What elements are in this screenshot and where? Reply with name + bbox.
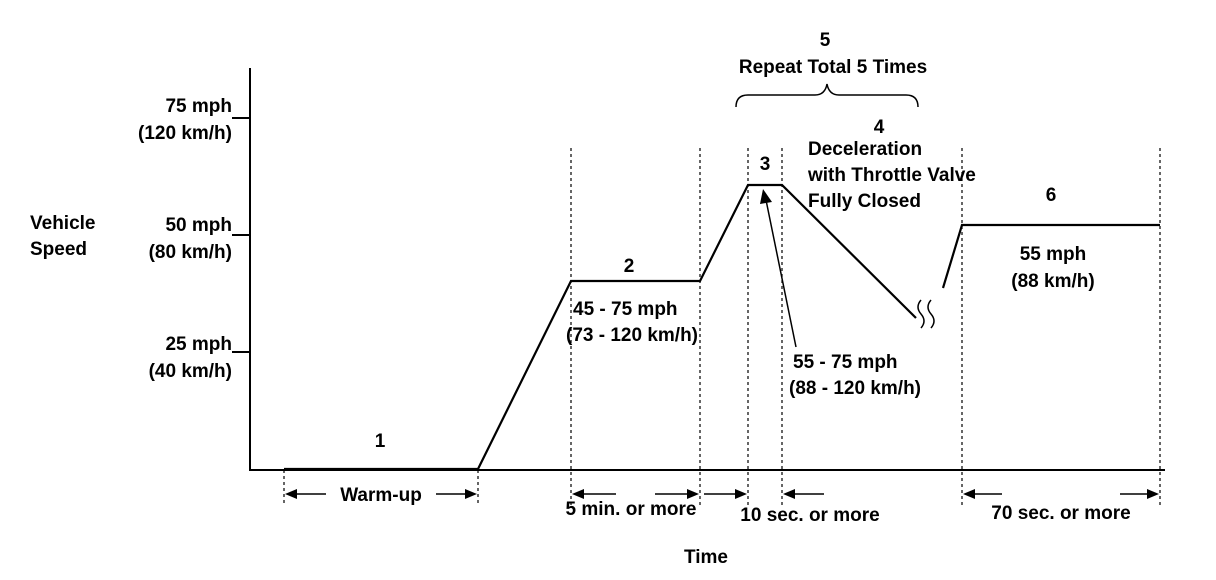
phase-4-desc-line2: with Throttle Valve xyxy=(807,165,976,186)
phase-2-speed-kmh: (73 - 120 km/h) xyxy=(566,325,698,346)
phase-6-duration-label: 70 sec. or more xyxy=(991,503,1130,524)
phase-6-number: 6 xyxy=(1046,185,1057,206)
phase-2-duration-label: 5 min. or more xyxy=(566,499,697,520)
y-tick-75-kmh: (120 km/h) xyxy=(138,123,232,144)
phase-2-number: 2 xyxy=(624,256,635,277)
repeat-brace xyxy=(735,83,919,108)
phase-3-pointer-arrowhead xyxy=(760,189,772,204)
phase-2-speed-mph: 45 - 75 mph xyxy=(573,299,678,320)
phase-5-number: 5 xyxy=(820,30,831,51)
phase-1-number: 1 xyxy=(375,431,386,452)
phase-6-arrowhead-left xyxy=(963,489,975,499)
x-axis-title: Time xyxy=(684,547,728,568)
phase-3-pointer-arrow xyxy=(765,199,797,348)
phase-3-arrowhead-right xyxy=(783,489,795,499)
phase-3-number: 3 xyxy=(760,154,771,175)
phase-6-arrowhead-right xyxy=(1147,489,1159,499)
y-tick-50-kmh: (80 km/h) xyxy=(149,242,232,263)
phase-2-arrowhead-right xyxy=(687,489,699,499)
speed-trace-phase6 xyxy=(941,223,1160,289)
phase-6-speed-kmh: (88 km/h) xyxy=(1011,271,1094,292)
y-axis-title-line2: Speed xyxy=(30,239,87,260)
phase-3-duration-label: 10 sec. or more xyxy=(740,505,879,526)
phase-4-number: 4 xyxy=(874,117,885,138)
speed-trace xyxy=(284,183,917,471)
phase-6-speed-mph: 55 mph xyxy=(1020,244,1087,265)
phase-5-label: Repeat Total 5 Times xyxy=(739,57,927,78)
phase-4-desc-line3: Fully Closed xyxy=(808,191,921,212)
phase-3-speed-kmh: (88 - 120 km/h) xyxy=(789,378,921,399)
phase-3-arrowhead-left xyxy=(735,489,747,499)
warmup-duration-label: Warm-up xyxy=(340,485,422,506)
y-tick-25-mph: 25 mph xyxy=(165,334,232,355)
y-axis-title-line1: Vehicle xyxy=(30,213,96,234)
break-squiggle-left xyxy=(917,299,925,329)
y-tick-50-mph: 50 mph xyxy=(165,215,232,236)
warmup-arrowhead-left xyxy=(285,489,297,499)
phase-2-arrowhead-left xyxy=(572,489,584,499)
warmup-arrowhead-right xyxy=(465,489,477,499)
phase-4-desc-line1: Deceleration xyxy=(808,139,922,160)
phase-3-speed-mph: 55 - 75 mph xyxy=(793,352,898,373)
y-tick-25-kmh: (40 km/h) xyxy=(149,361,232,382)
break-squiggle-right xyxy=(927,299,935,329)
y-tick-75-mph: 75 mph xyxy=(165,96,232,117)
